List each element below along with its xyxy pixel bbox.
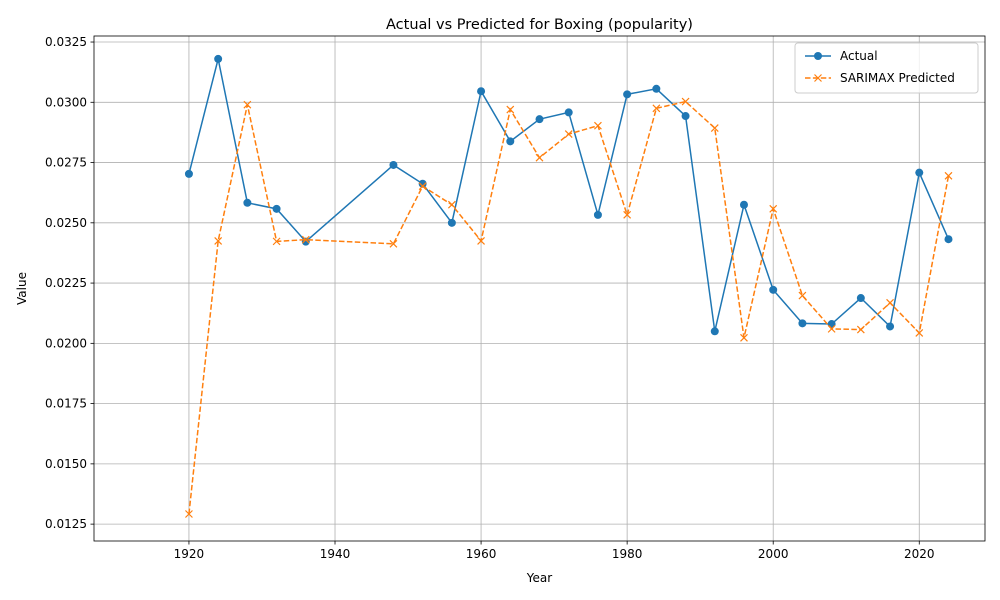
data-point-marker	[710, 327, 719, 336]
data-point-marker	[272, 237, 281, 246]
data-point-marker	[243, 100, 252, 109]
data-point-marker	[594, 121, 602, 130]
legend-swatch-marker	[814, 74, 822, 82]
data-point-marker	[710, 124, 719, 133]
data-point-marker	[944, 235, 953, 244]
data-point-marker	[944, 171, 953, 180]
data-point-marker	[272, 204, 281, 213]
legend-label: SARIMAX Predicted	[840, 71, 955, 85]
data-point-marker	[243, 198, 252, 207]
legend-item: SARIMAX Predicted	[805, 71, 955, 85]
legend-label: Actual	[840, 49, 878, 63]
data-point-marker	[506, 105, 515, 114]
data-point-marker	[389, 239, 398, 248]
data-point-marker	[856, 325, 865, 334]
legend: Actual SARIMAX Predicted	[794, 42, 979, 94]
data-point-marker	[535, 153, 544, 162]
x-tick-label: 1920	[174, 547, 205, 561]
data-point-marker	[184, 169, 193, 178]
y-tick-label: 0.0325	[45, 35, 87, 49]
data-point-marker	[798, 319, 807, 328]
data-point-marker	[214, 54, 223, 63]
data-point-marker	[652, 104, 661, 113]
data-point-marker	[827, 324, 836, 333]
data-point-marker	[389, 160, 398, 169]
data-point-marker	[886, 322, 895, 331]
y-tick-label: 0.0150	[45, 457, 87, 471]
y-tick-label: 0.0175	[45, 397, 87, 411]
data-point-marker	[447, 200, 456, 209]
data-point-marker	[740, 333, 748, 342]
legend-item: Actual	[805, 49, 878, 63]
y-tick-label: 0.0125	[45, 517, 87, 531]
data-point-marker	[886, 298, 894, 307]
x-tick-label: 1980	[612, 547, 643, 561]
data-point-marker	[769, 204, 778, 213]
data-point-marker	[535, 115, 544, 124]
data-point-marker	[214, 236, 223, 245]
data-point-marker	[477, 87, 486, 96]
y-tick-label: 0.0200	[45, 336, 87, 350]
series-actual	[184, 54, 953, 336]
data-point-marker	[769, 285, 778, 294]
data-point-marker	[798, 291, 807, 300]
x-tick-label: 2020	[904, 547, 935, 561]
data-point-marker	[915, 329, 924, 337]
data-point-marker	[418, 179, 427, 188]
y-axis-title: Value	[15, 272, 29, 305]
series-layer	[184, 54, 953, 518]
chart-title: Actual vs Predicted for Boxing (populari…	[386, 17, 693, 33]
data-point-marker	[418, 182, 427, 191]
y-tick-label: 0.0250	[45, 216, 87, 230]
data-point-marker	[681, 97, 690, 106]
data-point-marker	[477, 236, 485, 245]
x-tick-label: 2000	[758, 547, 789, 561]
series-predicted	[185, 97, 953, 518]
data-point-marker	[301, 237, 310, 246]
data-point-marker	[185, 510, 193, 518]
data-point-marker	[564, 108, 573, 117]
data-point-marker	[593, 210, 602, 219]
data-point-marker	[623, 90, 632, 99]
data-point-marker	[856, 294, 865, 303]
data-point-marker	[739, 200, 748, 209]
data-point-marker	[447, 218, 456, 227]
y-tick-label: 0.0225	[45, 276, 87, 290]
legend-swatch-marker	[814, 52, 822, 60]
x-axis-title: Year	[526, 571, 552, 585]
data-point-marker	[564, 130, 573, 139]
axis-ticks: 1920 1940 1960 1980 2000 2020 0.0125 0.0150 0.01…	[45, 35, 935, 561]
legend-box	[794, 42, 979, 94]
plot-area-frame	[93, 35, 986, 542]
x-tick-label: 1960	[466, 547, 497, 561]
data-point-marker	[623, 210, 632, 219]
data-point-marker	[301, 235, 310, 244]
data-point-marker	[506, 137, 515, 146]
grid-lines	[94, 36, 985, 541]
x-tick-label: 1940	[320, 547, 351, 561]
y-tick-label: 0.0300	[45, 95, 87, 109]
y-tick-label: 0.0275	[45, 156, 87, 170]
data-point-marker	[652, 84, 661, 93]
data-point-marker	[915, 168, 924, 177]
data-point-marker	[681, 112, 690, 121]
